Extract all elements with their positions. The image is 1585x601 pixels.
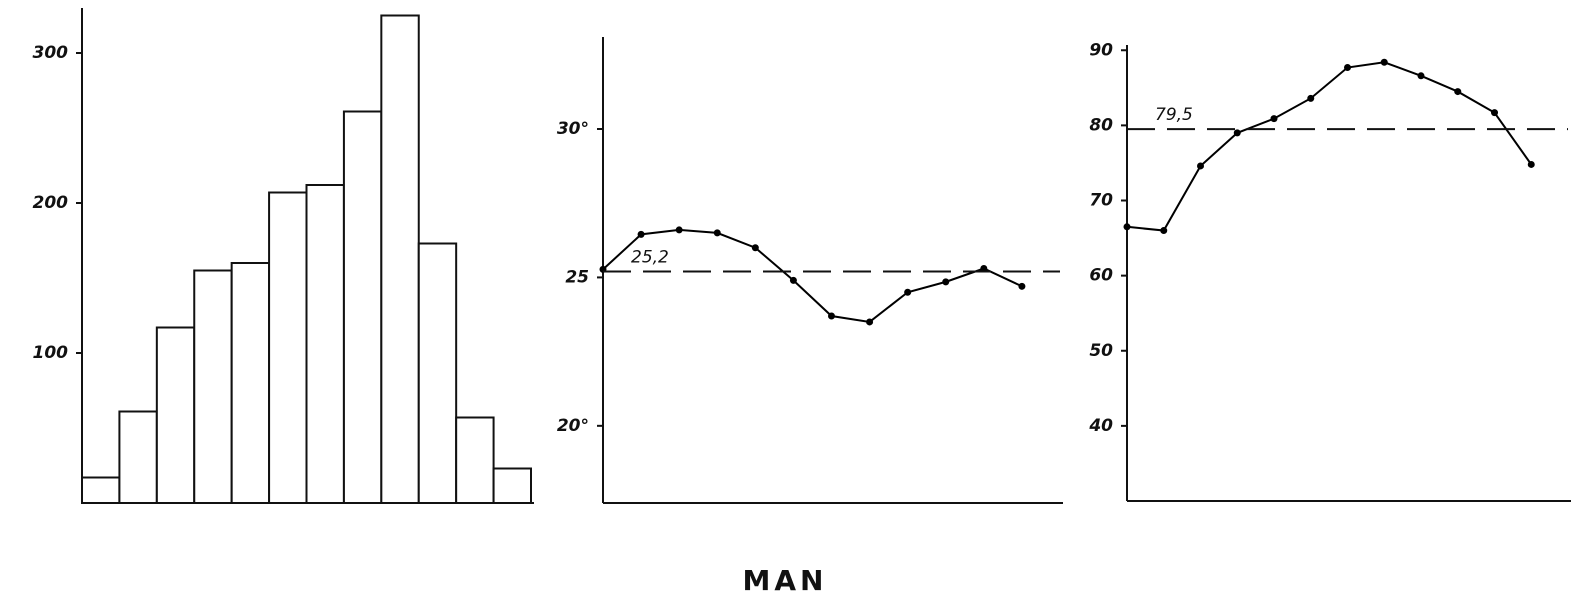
point bbox=[1527, 160, 1535, 168]
y-tick-label: 300 bbox=[33, 43, 69, 63]
bar bbox=[342, 110, 383, 504]
reference-label: 79,5 bbox=[1155, 105, 1193, 125]
figure-title: MAN bbox=[743, 564, 828, 597]
line bbox=[1126, 61, 1533, 232]
line bbox=[602, 228, 1023, 323]
y-tick-label: 20° bbox=[557, 416, 589, 436]
point bbox=[637, 230, 645, 238]
reference-label: 25,2 bbox=[631, 247, 669, 267]
point bbox=[1270, 115, 1278, 123]
point bbox=[1380, 58, 1388, 66]
point bbox=[1417, 72, 1425, 80]
y-tick-label: 200 bbox=[33, 193, 69, 213]
bar bbox=[492, 467, 533, 504]
point bbox=[1307, 94, 1315, 102]
y-tick-label: 80 bbox=[1089, 115, 1113, 135]
bar bbox=[455, 416, 495, 504]
point bbox=[713, 229, 721, 237]
bar bbox=[268, 191, 308, 504]
point bbox=[942, 278, 950, 286]
bar bbox=[81, 476, 121, 504]
point bbox=[1018, 282, 1026, 290]
y-tick-label: 60 bbox=[1089, 266, 1113, 286]
point bbox=[1197, 162, 1204, 170]
y-tick-label: 40 bbox=[1088, 416, 1113, 436]
bar bbox=[230, 262, 271, 504]
y-tick-label: 90 bbox=[1089, 40, 1113, 60]
bar bbox=[380, 14, 420, 504]
y-tick-label: 30° bbox=[557, 119, 589, 139]
point bbox=[1123, 223, 1131, 231]
point bbox=[1344, 64, 1351, 72]
point bbox=[1233, 129, 1241, 137]
point bbox=[980, 265, 988, 273]
point bbox=[1160, 227, 1168, 235]
point bbox=[1491, 109, 1498, 117]
y-tick-label: 70 bbox=[1089, 191, 1113, 211]
bar bbox=[305, 184, 345, 504]
point bbox=[751, 244, 759, 252]
y-tick-label: 50 bbox=[1089, 341, 1113, 361]
bar bbox=[193, 269, 233, 504]
point bbox=[1454, 88, 1462, 96]
point bbox=[828, 312, 835, 320]
bar bbox=[417, 242, 458, 504]
bar bbox=[155, 326, 196, 504]
point bbox=[866, 318, 874, 326]
y-tick-label: 25 bbox=[565, 267, 589, 287]
point bbox=[904, 288, 912, 296]
point bbox=[789, 276, 797, 284]
y-tick-label: 100 bbox=[33, 343, 69, 363]
point bbox=[675, 226, 683, 234]
bar bbox=[118, 410, 158, 504]
